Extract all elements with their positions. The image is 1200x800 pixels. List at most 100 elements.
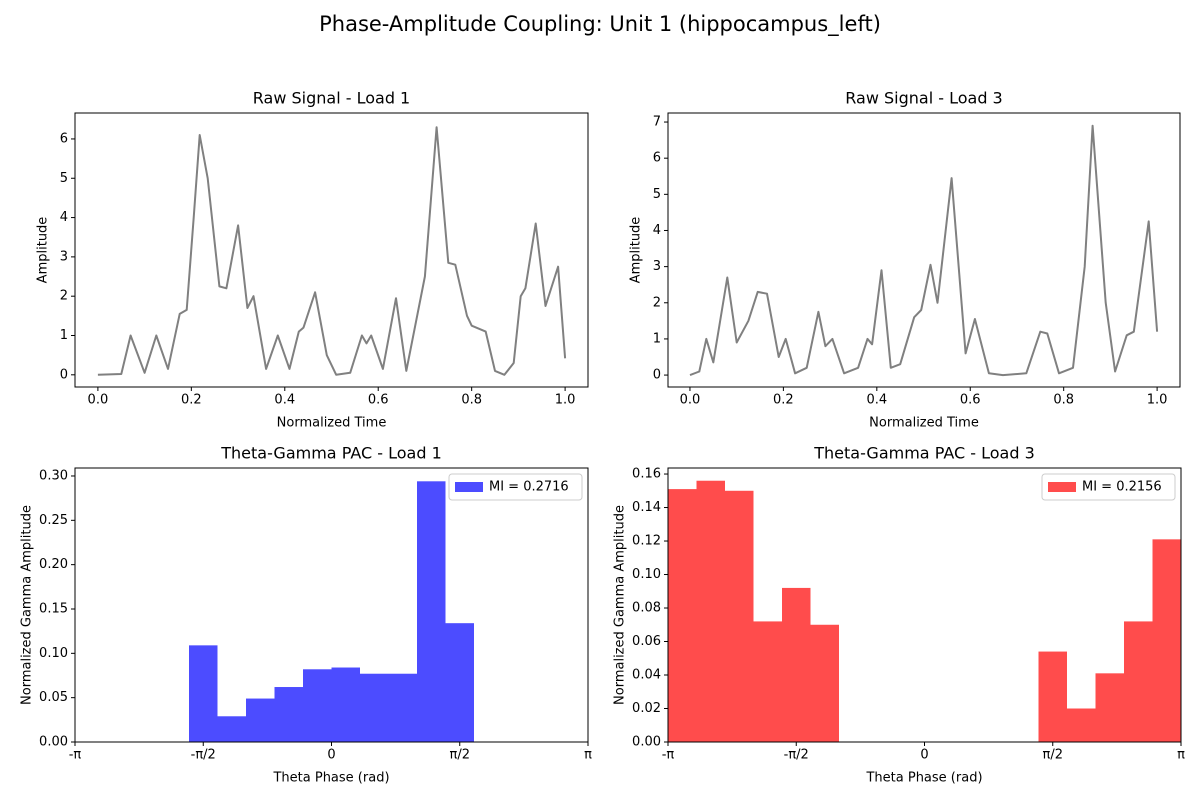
y-tick-label: 0.08 (632, 601, 661, 616)
hist-bar (331, 667, 360, 742)
subplot: Theta-Gamma PAC - Load 1 Theta Phase (rad… (20, 444, 593, 786)
y-tick-label: 0.15 (39, 601, 68, 616)
hist-bar (445, 623, 474, 742)
legend-swatch (1048, 482, 1076, 492)
axes-frame (667, 112, 1181, 388)
x-tick-label: -π/2 (191, 748, 216, 763)
hist-bar (274, 687, 303, 742)
x-tick-label: π/2 (1043, 748, 1063, 763)
x-tick-label: -π (69, 748, 82, 763)
signal-line (689, 124, 1159, 377)
y-tick-label: 4 (653, 223, 661, 238)
x-tick-label: 0 (920, 748, 928, 763)
y-tick-label: 0.04 (632, 668, 661, 683)
hist-bar (360, 673, 389, 742)
y-tick-label: 5 (653, 187, 661, 202)
x-tick-label: 0 (327, 748, 335, 763)
hist-bar (1067, 708, 1096, 742)
y-tick-label: 1 (60, 328, 68, 343)
x-axis-label: Theta Phase (rad) (865, 771, 982, 786)
hist-bar (245, 698, 275, 742)
y-tick-label: 0.25 (39, 513, 68, 528)
axes-frame (74, 112, 589, 388)
legend-swatch (455, 482, 483, 492)
x-tick-label: 0.0 (88, 393, 109, 408)
subplot-title: Theta-Gamma PAC - Load 3 (813, 444, 1035, 463)
x-axis-label: Theta Phase (rad) (272, 771, 389, 786)
subplot-title: Raw Signal - Load 3 (845, 89, 1002, 108)
subplot-title: Raw Signal - Load 1 (253, 89, 410, 108)
hist-bar (388, 673, 418, 742)
y-tick-label: 0.02 (632, 701, 661, 716)
legend-box (448, 473, 583, 501)
legend-label: MI = 0.2716 (489, 480, 569, 495)
hist-bar (417, 481, 446, 742)
signal-line (97, 126, 567, 376)
hist-bar (1095, 673, 1124, 742)
x-tick-label: 0.8 (461, 393, 482, 408)
y-tick-label: 0 (60, 367, 68, 382)
y-axis-label: Amplitude (36, 217, 51, 284)
legend-box (1041, 473, 1176, 501)
x-tick-label: 1.0 (555, 393, 576, 408)
hist-bar (1038, 651, 1067, 742)
y-tick-label: 5 (60, 171, 68, 186)
y-tick-label: 0.14 (632, 500, 661, 515)
y-tick-label: 4 (60, 210, 68, 225)
hist-bar (725, 490, 754, 742)
hist-bar (217, 716, 246, 742)
x-axis-label: Normalized Time (277, 416, 387, 431)
y-tick-label: 0 (653, 368, 661, 383)
x-tick-label: 0.4 (866, 393, 887, 408)
y-axis-label: Normalized Gamma Amplitude (20, 505, 35, 705)
hist-bar (810, 624, 839, 742)
y-tick-label: 0.16 (632, 467, 661, 482)
y-axis-label: Amplitude (629, 217, 644, 284)
y-tick-label: 7 (653, 115, 661, 130)
x-tick-label: π/2 (450, 748, 470, 763)
y-tick-label: 0.10 (632, 567, 661, 582)
x-tick-label: 1.0 (1147, 393, 1168, 408)
x-tick-label: π (584, 748, 592, 763)
hist-bar (1124, 621, 1153, 742)
y-tick-label: 0.12 (632, 534, 661, 549)
x-tick-label: 0.2 (773, 393, 794, 408)
hist-bar (753, 621, 782, 742)
hist-bar (303, 669, 332, 742)
y-tick-label: 6 (60, 131, 68, 146)
axes-frame (667, 467, 1182, 743)
subplot: Theta-Gamma PAC - Load 3 Theta Phase (rad… (613, 444, 1186, 786)
x-tick-label: 0.0 (680, 393, 701, 408)
hist-bar (189, 645, 218, 742)
subplot: Raw Signal - Load 1 Normalized Time Amplit… (36, 89, 589, 431)
y-tick-label: 2 (653, 295, 661, 310)
hist-bar (782, 587, 811, 742)
y-axis-label: Normalized Gamma Amplitude (613, 505, 628, 705)
hist-bar (696, 480, 725, 742)
hist-bar (1152, 539, 1181, 742)
figure-title: Phase-Amplitude Coupling: Unit 1 (hippoc… (319, 12, 881, 37)
axes-frame (74, 467, 589, 743)
y-tick-label: 0.10 (39, 646, 68, 661)
y-tick-label: 0.00 (632, 735, 661, 750)
x-tick-label: π (1177, 748, 1185, 763)
subplot-title: Theta-Gamma PAC - Load 1 (220, 444, 442, 463)
y-tick-label: 0.05 (39, 690, 68, 705)
x-tick-label: 0.6 (960, 393, 981, 408)
x-tick-label: 0.8 (1053, 393, 1074, 408)
y-tick-label: 3 (653, 259, 661, 274)
y-tick-label: 1 (653, 331, 661, 346)
x-tick-label: 0.6 (368, 393, 389, 408)
hist-bar (668, 489, 697, 742)
x-tick-label: -π/2 (784, 748, 809, 763)
legend-label: MI = 0.2156 (1082, 480, 1162, 495)
y-tick-label: 3 (60, 249, 68, 264)
y-tick-label: 2 (60, 289, 68, 304)
x-tick-label: 0.2 (181, 393, 202, 408)
y-tick-label: 0.00 (39, 735, 68, 750)
y-tick-label: 0.20 (39, 557, 68, 572)
y-tick-label: 0.30 (39, 468, 68, 483)
subplot: Raw Signal - Load 3 Normalized Time Amplit… (629, 89, 1181, 431)
y-tick-label: 6 (653, 151, 661, 166)
